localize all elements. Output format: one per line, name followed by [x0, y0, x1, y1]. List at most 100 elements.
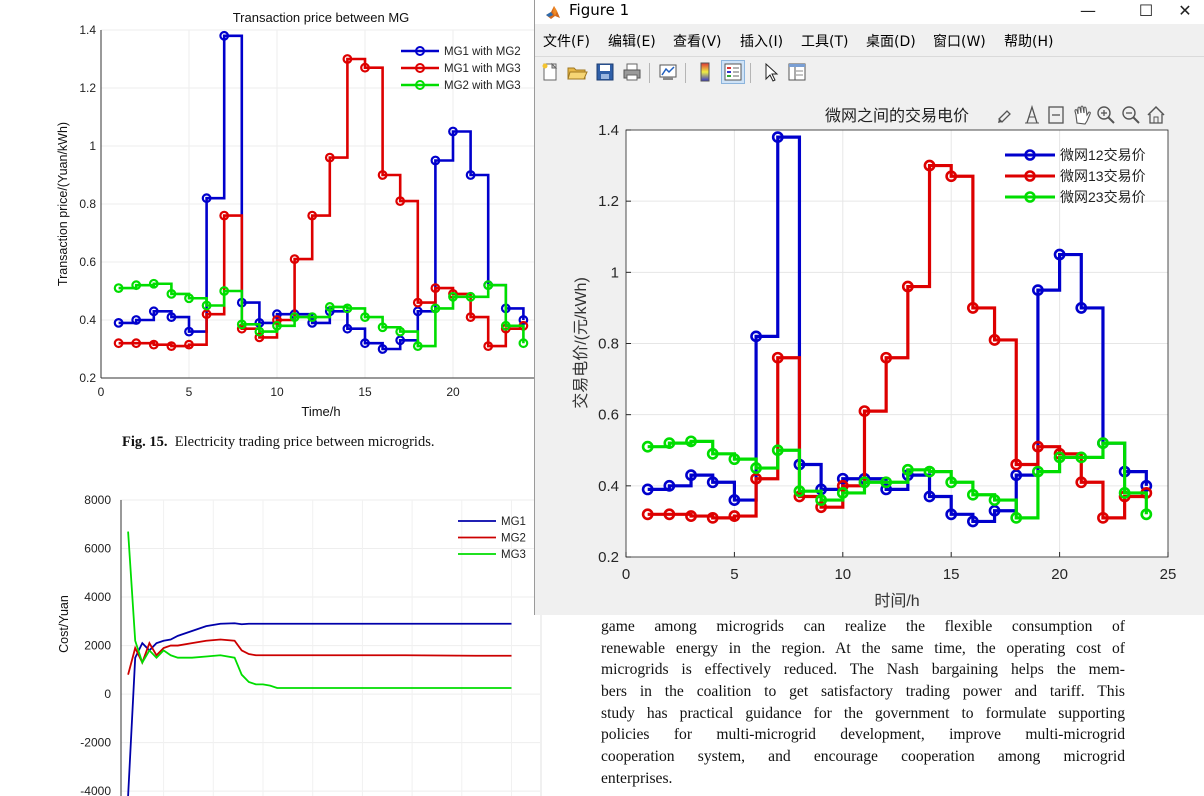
- legend-icon[interactable]: [721, 60, 745, 84]
- figure-caption: Fig. 15. Electricity trading price betwe…: [122, 434, 434, 451]
- data-point: [966, 515, 979, 528]
- menu-view[interactable]: 查看(V): [673, 34, 722, 50]
- y-tick-label: 0.6: [598, 407, 619, 424]
- close-button[interactable]: ✕: [1178, 1, 1192, 20]
- toolbar-separator: [649, 63, 650, 83]
- menu-file[interactable]: 文件(F): [543, 34, 590, 50]
- data-point: [289, 254, 300, 265]
- data-point: [272, 320, 282, 331]
- datatip-icon[interactable]: [1025, 104, 1039, 124]
- body-line: bers in the coalition to get satisfactor…: [601, 683, 1125, 701]
- body-line: renewable energy in the region. At the s…: [601, 639, 1125, 657]
- y-tick-label: 1.4: [79, 23, 96, 37]
- window-titlebar[interactable]: Figure 1 — ☐ ✕: [535, 0, 1204, 24]
- data-point: [448, 291, 458, 302]
- data-point: [483, 280, 494, 291]
- menu-insert[interactable]: 插入(I): [740, 34, 784, 50]
- data-point: [342, 303, 353, 314]
- print-icon[interactable]: [621, 61, 643, 83]
- data-point: [945, 508, 958, 521]
- body-line: cooperation system, and encourage cooper…: [601, 748, 1125, 766]
- figure-axes[interactable]: 0 5 10 15 20 25 0.2 0.4 0.6 0.8 1 1.2 1.4 微网之间的交易电价…: [535, 89, 1204, 615]
- axes-toolbar: [998, 104, 1165, 125]
- data-point: [324, 152, 335, 163]
- data-point: [500, 320, 511, 331]
- menu-desktop[interactable]: 桌面(D): [866, 34, 916, 50]
- pointer-icon[interactable]: [760, 61, 782, 83]
- data-point: [923, 159, 936, 172]
- data-point: [430, 283, 441, 294]
- new-figure-icon[interactable]: [539, 61, 561, 83]
- data-point: [706, 511, 719, 524]
- brush-icon[interactable]: [998, 110, 1011, 123]
- legend-label: MG3: [501, 549, 526, 561]
- figure-window[interactable]: Figure 1 — ☐ ✕ 文件(F) 编辑(E) 查看(V) 插入(I) 工…: [534, 0, 1204, 615]
- legend-label: 微网23交易价: [1060, 189, 1146, 205]
- property-inspector-icon[interactable]: [786, 61, 808, 83]
- legend-label: MG2: [501, 533, 526, 545]
- x-tick-label: 20: [1051, 566, 1068, 583]
- y-tick-label: 1: [611, 264, 619, 281]
- home-icon[interactable]: [1147, 105, 1165, 124]
- window-title: Figure 1: [569, 1, 630, 19]
- data-point: [1032, 465, 1044, 478]
- data-point: [771, 131, 784, 144]
- maximize-button[interactable]: ☐: [1138, 1, 1154, 20]
- toolbar-separator: [685, 63, 686, 83]
- paper-top-chart: Transaction price between MG Transaction…: [56, 10, 540, 419]
- x-tick-label: 15: [358, 385, 372, 399]
- zoom-out-icon[interactable]: [1122, 106, 1140, 124]
- legend-marker: [1024, 191, 1036, 203]
- data-point: [1097, 511, 1109, 524]
- pan-icon[interactable]: [1074, 105, 1091, 125]
- data-point: [1075, 451, 1088, 464]
- menu-window[interactable]: 窗口(W): [933, 34, 986, 50]
- restore-view-icon[interactable]: [1048, 106, 1064, 124]
- data-point: [184, 293, 194, 304]
- link-plot-icon[interactable]: [657, 61, 679, 83]
- menu-help[interactable]: 帮助(H): [1004, 34, 1054, 50]
- axes-ylabel: 交易电价/(元/kWh): [572, 277, 590, 409]
- y-tick-label: -4000: [80, 784, 111, 796]
- data-point: [148, 339, 159, 350]
- data-point: [771, 444, 784, 457]
- data-point: [923, 465, 936, 478]
- data-point: [706, 447, 719, 460]
- y-tick-label: 0.2: [79, 371, 96, 385]
- series-line-2: [647, 163, 1148, 520]
- save-icon[interactable]: [594, 61, 616, 83]
- data-point: [219, 210, 230, 221]
- data-point: [465, 312, 476, 323]
- menu-edit[interactable]: 编辑(E): [608, 34, 656, 50]
- legend-marker: [1024, 149, 1036, 161]
- menu-tools[interactable]: 工具(T): [801, 34, 849, 50]
- paper-bottom-series-1: [127, 622, 512, 796]
- y-tick-label: 4000: [84, 590, 111, 604]
- zoom-in-icon[interactable]: [1097, 106, 1115, 124]
- data-point: [430, 155, 441, 166]
- data-point: [184, 326, 194, 337]
- data-point: [131, 280, 142, 291]
- paper-top-xlabel: Time/h: [301, 404, 340, 419]
- data-point: [815, 501, 828, 514]
- data-point: [113, 283, 124, 294]
- data-point: [663, 437, 676, 450]
- data-point: [836, 479, 849, 492]
- y-tick-label: 0.2: [598, 549, 619, 566]
- data-point: [201, 309, 212, 320]
- data-point: [1118, 487, 1131, 499]
- minimize-button[interactable]: —: [1080, 1, 1096, 20]
- colorbar-icon[interactable]: [694, 61, 716, 83]
- legend-label: MG1 with MG2: [444, 46, 521, 58]
- caption-label: Fig. 15.: [122, 434, 168, 450]
- data-point: [1097, 437, 1109, 450]
- data-point: [1032, 440, 1044, 453]
- data-point: [412, 297, 423, 308]
- legend-marker: [415, 63, 425, 73]
- open-file-icon[interactable]: [566, 61, 588, 83]
- data-point: [412, 341, 423, 352]
- data-point: [360, 312, 370, 323]
- data-point: [685, 469, 697, 482]
- data-point: [663, 508, 676, 521]
- y-tick-label: 0.8: [79, 197, 96, 211]
